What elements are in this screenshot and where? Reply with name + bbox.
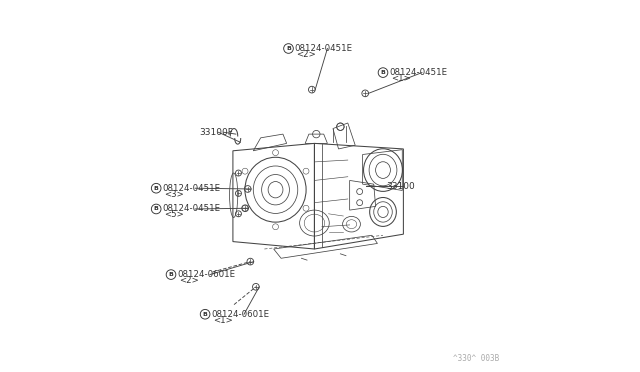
Text: B: B [381, 70, 385, 75]
Text: 33100: 33100 [387, 182, 415, 190]
Text: B: B [168, 272, 173, 277]
Text: B: B [154, 186, 159, 191]
Text: 08124-0451E: 08124-0451E [389, 68, 447, 77]
Text: 08124-0601E: 08124-0601E [177, 270, 235, 279]
Text: <3>: <3> [164, 190, 184, 199]
Text: <5>: <5> [164, 211, 184, 219]
Text: <1>: <1> [213, 316, 233, 325]
Text: B: B [154, 206, 159, 211]
Text: 08124-0451E: 08124-0451E [294, 44, 353, 53]
Text: B: B [286, 46, 291, 51]
Text: <1>: <1> [391, 74, 410, 83]
Text: 33100F: 33100F [200, 128, 234, 137]
Text: ^330^ 003B: ^330^ 003B [454, 354, 500, 363]
Text: 08124-0601E: 08124-0601E [211, 310, 269, 319]
Text: <2>: <2> [179, 276, 198, 285]
Text: 08124-0451E: 08124-0451E [162, 205, 220, 214]
Text: <2>: <2> [296, 50, 316, 59]
Text: 08124-0451E: 08124-0451E [162, 184, 220, 193]
Text: B: B [203, 312, 207, 317]
